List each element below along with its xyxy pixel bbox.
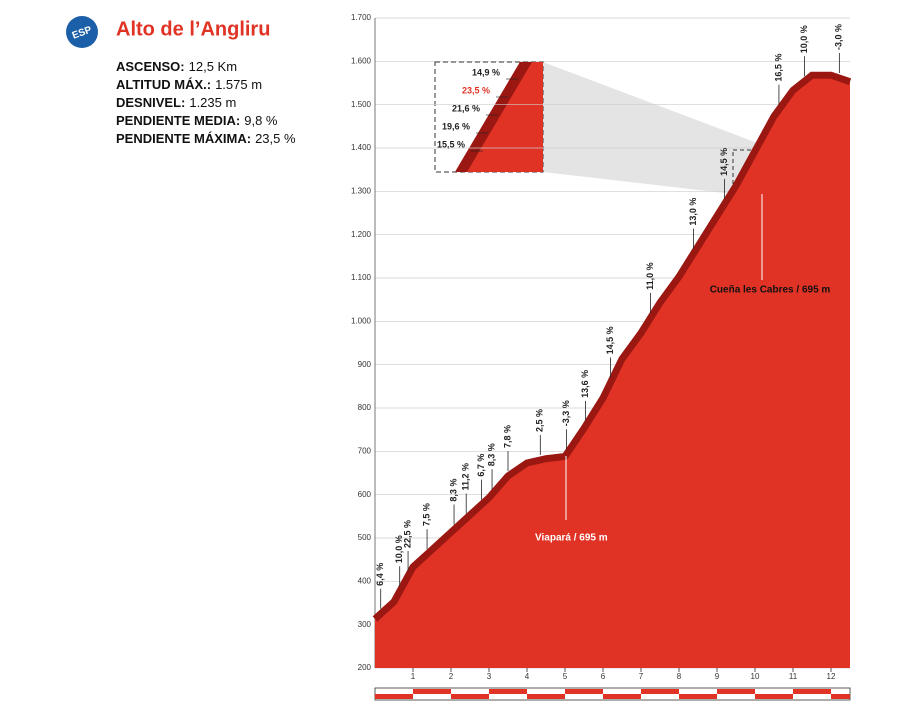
y-tick-label: 500 (358, 533, 372, 542)
km-segment (831, 694, 850, 699)
y-tick-label: 1.700 (351, 13, 372, 22)
y-tick-label: 200 (358, 663, 372, 672)
x-tick-label: 1 (411, 672, 416, 681)
y-tick-label: 1.200 (351, 230, 372, 239)
zoom-cone (543, 62, 776, 194)
inset-label: 21,6 % (452, 103, 480, 113)
stat: ALTITUD MÁX.: 1.575 m (116, 77, 262, 92)
stat-label: PENDIENTE MEDIA: (116, 113, 240, 128)
gradient-label: 13,6 % (580, 370, 590, 398)
stat-label: PENDIENTE MÁXIMA: (116, 131, 251, 146)
y-tick-label: 600 (358, 490, 372, 499)
km-segment (413, 689, 451, 694)
x-tick-label: 6 (601, 672, 606, 681)
y-tick-label: 900 (358, 360, 372, 369)
y-tick-label: 1.000 (351, 316, 372, 325)
km-segment (641, 689, 679, 694)
km-segment (603, 694, 641, 699)
annotation: Viapará / 695 m (535, 533, 608, 544)
inset: 14,9 % 23,5 % 21,6 % 19,6 % 15,5 % (434, 61, 777, 195)
gradient-label: 22,5 % (402, 520, 412, 548)
inset-label: 19,6 % (442, 121, 470, 131)
stat-label: ALTITUD MÁX.: (116, 77, 211, 92)
x-tick-label: 7 (639, 672, 644, 681)
profile-edge (372, 71, 852, 622)
stat-value: 12,5 Km (189, 59, 237, 74)
gradient-label: 7,8 % (502, 425, 512, 448)
km-segment (489, 689, 527, 694)
km-segment (565, 689, 603, 694)
x-tick-label: 10 (751, 672, 760, 681)
x-tick-label: 5 (563, 672, 568, 681)
km-segment (375, 694, 413, 699)
inset-label: 14,9 % (472, 67, 500, 77)
y-tick-label: 1.300 (351, 186, 372, 195)
stat-value: 1.575 m (215, 77, 262, 92)
km-segment (451, 694, 489, 699)
gradient-label: 16,5 % (773, 54, 783, 82)
y-tick-label: 1.600 (351, 56, 372, 65)
title: Alto de l’Angliru (116, 18, 270, 40)
km-segment (755, 694, 793, 699)
gradient-label: 8,3 % (448, 479, 458, 502)
y-tick-label: 800 (358, 403, 372, 412)
km-segment (527, 694, 565, 699)
y-tick-label: 1.500 (351, 100, 372, 109)
gradient-label: 10,0 % (394, 535, 404, 563)
stat-value: 9,8 % (244, 113, 278, 128)
x-tick-label: 3 (487, 672, 492, 681)
x-tick-label: 11 (789, 672, 798, 681)
annotation: Cueña les Cabres / 695 m (710, 285, 831, 296)
y-tick-label: 1.400 (351, 143, 372, 152)
y-tick-label: 1.100 (351, 273, 372, 282)
stat-label: ASCENSO: (116, 59, 185, 74)
inset-label: 23,5 % (462, 85, 490, 95)
gradient-label: 11,0 % (645, 262, 655, 290)
gradient-label: 6,4 % (375, 563, 385, 586)
stat: PENDIENTE MÁXIMA: 23,5 % (116, 131, 296, 146)
profile-area (375, 72, 850, 668)
y-tick-label: 700 (358, 446, 372, 455)
gradient-label: 14,5 % (719, 148, 729, 176)
gradient-label: -3,3 % (561, 400, 571, 426)
gradient-label: 7,5 % (421, 503, 431, 526)
gradient-label: 14,5 % (605, 326, 615, 354)
x-tick-label: 2 (449, 672, 454, 681)
y-tick-label: 400 (358, 576, 372, 585)
y-tick-label: 300 (358, 620, 372, 629)
stat-value: 1.235 m (189, 95, 236, 110)
gradient-label: 10,0 % (799, 25, 809, 53)
inset-label: 15,5 % (437, 139, 465, 149)
gradient-label: 11,2 % (461, 463, 471, 491)
inset-edge (455, 62, 532, 172)
x-tick-label: 8 (677, 672, 682, 681)
gradient-label: 6,7 % (476, 454, 486, 477)
km-segment (717, 689, 755, 694)
stats: ASCENSO: 12,5 Km ALTITUD MÁX.: 1.575 m DESNI… (116, 59, 296, 146)
stat-value: 23,5 % (255, 131, 296, 146)
x-tick-label: 12 (827, 672, 836, 681)
stat: PENDIENTE MEDIA: 9,8 % (116, 113, 278, 128)
stat: DESNIVEL: 1.235 m (116, 95, 236, 110)
gradient-label: 8,3 % (486, 443, 496, 466)
km-segment (679, 694, 717, 699)
stat: ASCENSO: 12,5 Km (116, 59, 237, 74)
x-tick-label: 4 (525, 672, 530, 681)
gradient-label: 2,5 % (535, 409, 545, 432)
logo (66, 16, 98, 48)
km-segment (793, 689, 831, 694)
x-tick-label: 9 (715, 672, 720, 681)
stat-label: DESNIVEL: (116, 95, 185, 110)
gradient-label: 13,0 % (688, 198, 698, 226)
gradient-label: -3,0 % (834, 24, 844, 50)
